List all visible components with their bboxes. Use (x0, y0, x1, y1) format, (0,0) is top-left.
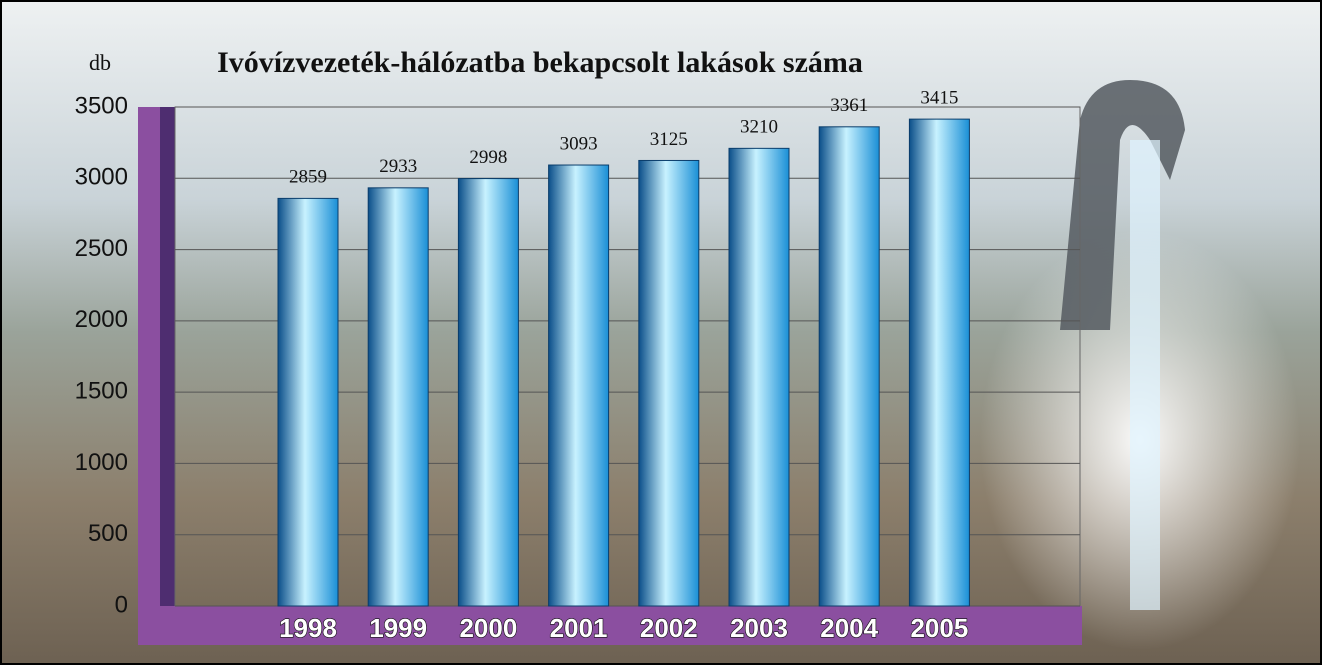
y-tick-label: 3500 (75, 92, 128, 119)
bar (367, 187, 429, 607)
x-tick-label: 2003 (730, 613, 788, 643)
y-tick-label: 2000 (75, 306, 128, 333)
x-tick-label: 1999 (369, 613, 427, 643)
y-tick-label: 0 (115, 591, 128, 618)
y-tick-label: 1000 (75, 449, 128, 476)
bar (818, 126, 880, 607)
x-tick-label: 2002 (640, 613, 698, 643)
value-label: 2998 (469, 147, 507, 168)
floor (138, 606, 1082, 645)
bar (908, 118, 970, 607)
x-tick-label: 2005 (910, 613, 968, 643)
value-label: 3210 (740, 117, 778, 138)
bar (638, 159, 700, 607)
x-tick-label: 1998 (279, 613, 337, 643)
y-tick-label: 3000 (75, 164, 128, 191)
bar (457, 178, 519, 607)
bar (277, 197, 339, 607)
value-label: 3361 (830, 95, 868, 116)
value-label: 3125 (650, 129, 688, 150)
x-tick-label: 2000 (459, 613, 517, 643)
value-label: 3093 (560, 133, 598, 154)
y-tick-label: 500 (88, 520, 128, 547)
x-tick-label: 2004 (820, 613, 878, 643)
value-label: 2859 (289, 167, 327, 188)
value-label: 2933 (379, 156, 417, 177)
water-decoration (1130, 140, 1160, 610)
wall-shadow (160, 107, 175, 606)
bar (728, 147, 790, 607)
y-tick-label: 1500 (75, 377, 128, 404)
bar (548, 164, 610, 607)
x-tick-label: 2001 (550, 613, 608, 643)
y-tick-label: 2500 (75, 235, 128, 262)
value-label: 3415 (920, 87, 958, 108)
chart-title: Ivóvízvezeték-hálózatba bekapcsolt lakás… (217, 46, 863, 79)
y-unit: db (89, 50, 111, 75)
